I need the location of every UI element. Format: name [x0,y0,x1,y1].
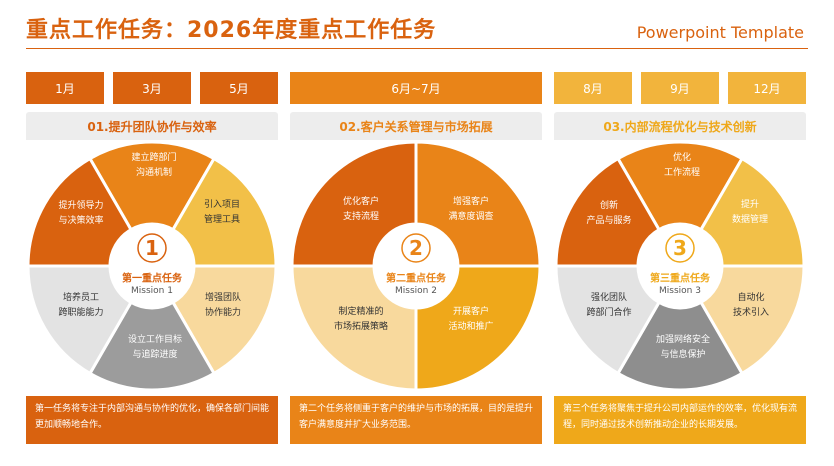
section-title: 01.提升团队协作与效率 [26,112,278,140]
segment-label: 增强客户 满意度调查 [448,197,494,222]
month-box: 3月 [113,72,191,104]
brand-label: Powerpoint Template [636,23,804,42]
segment-label: 开展客户 活动和推广 [448,307,494,332]
segment-label: 加强网络安全 与信息保护 [655,335,710,360]
month-row: 6月~7月 [290,72,542,104]
month-box: 5月 [200,72,278,104]
segment-label: 增强团队 协作能力 [204,293,241,318]
section-title: 03.内部流程优化与技术创新 [554,112,806,140]
section-title: 02.客户关系管理与市场拓展 [290,112,542,140]
segment-label: 培养员工 跨职能能力 [58,293,104,318]
segment-label: 提升 数据管理 [731,200,768,225]
mission-wheel: 建立跨部门 沟通机制 引入项目 管理工具 增强团队 协作能力 设立工作目标 与追… [26,140,278,392]
mission-description: 第二个任务将侧重于客户的维护与市场的拓展，目的是提升客户满意度并扩大业务范围。 [290,396,542,444]
hub-number-ring [401,233,431,263]
segment-label: 设立工作目标 与追踪进度 [127,335,182,360]
wheel-graphic [290,140,542,392]
segment-label: 引入项目 管理工具 [203,200,240,225]
month-box: 1月 [26,72,104,104]
hub-subtitle: Mission 1 [131,286,173,296]
segment-label: 制定精准的 市场拓展策略 [333,307,388,332]
hub-number-ring [137,233,167,263]
month-box: 6月~7月 [290,72,542,104]
hub-number: 2 [409,236,423,260]
segment-label: 建立跨部门 沟通机制 [131,153,177,178]
slide-title: 重点工作任务：2026年度重点工作任务 [26,18,437,43]
hub-title: 第三重点任务 [650,273,710,285]
segment-label: 创新 产品与服务 [586,201,632,226]
month-row: 8月 9月 12月 [554,72,806,104]
month-box: 8月 [554,72,632,104]
mission-column-3: 8月 9月 12月 03.内部流程优化与技术创新 优化 工作流程 提升 数据管理… [554,60,806,448]
segment-label: 提升领导力 与决策效率 [58,201,104,226]
mission-description: 第一任务将专注于内部沟通与协作的优化，确保各部门间能更加顺畅地合作。 [26,396,278,444]
hub-subtitle: Mission 3 [659,286,701,296]
title-divider [26,48,808,49]
mission-column-2: 6月~7月 02.客户关系管理与市场拓展 增强客户 满意度调查 开展客户 活动和… [290,60,542,448]
month-row: 1月 3月 5月 [26,72,278,104]
month-box: 9月 [641,72,719,104]
wheel-graphic [554,140,806,392]
segment-label: 强化团队 跨部门合作 [586,293,632,318]
wheel-graphic [26,140,278,392]
segment-label: 优化 工作流程 [663,153,700,178]
segment-label: 优化客户 支持流程 [342,197,379,222]
hub-title: 第一重点任务 [122,273,182,285]
month-box: 12月 [728,72,806,104]
hub-number: 3 [673,236,687,260]
segment-label: 自动化 技术引入 [732,293,769,318]
hub-title: 第二重点任务 [386,273,446,285]
hub-number-ring [665,233,695,263]
hub-number: 1 [145,236,159,260]
hub-subtitle: Mission 2 [395,286,437,296]
mission-wheel: 增强客户 满意度调查 开展客户 活动和推广 制定精准的 市场拓展策略 优化客户 … [290,140,542,392]
mission-wheel: 优化 工作流程 提升 数据管理 自动化 技术引入 加强网络安全 与信息保护 强化… [554,140,806,392]
mission-column-1: 1月 3月 5月 01.提升团队协作与效率 建立跨部门 沟通机制 引入项目 管理… [26,60,278,448]
mission-description: 第三个任务将聚焦于提升公司内部运作的效率，优化现有流程，同时通过技术创新推动企业… [554,396,806,444]
